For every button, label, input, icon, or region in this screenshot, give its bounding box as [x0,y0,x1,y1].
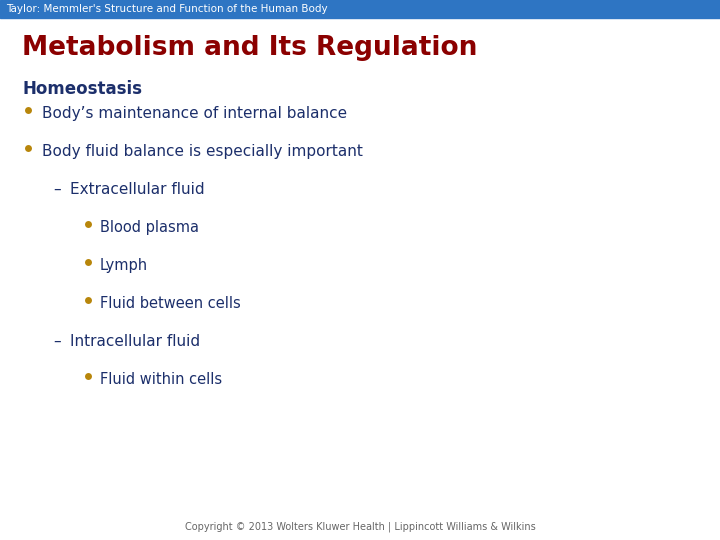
Text: Homeostasis: Homeostasis [22,80,142,98]
Text: Metabolism and Its Regulation: Metabolism and Its Regulation [22,35,477,61]
Text: –: – [53,182,60,197]
Bar [0,0,720,18]
Text: Body’s maintenance of internal balance: Body’s maintenance of internal balance [42,106,347,121]
Text: Fluid between cells: Fluid between cells [100,296,240,311]
Text: Taylor: Memmler's Structure and Function of the Human Body: Taylor: Memmler's Structure and Function… [6,4,328,14]
Text: Copyright © 2013 Wolters Kluwer Health | Lippincott Williams & Wilkins: Copyright © 2013 Wolters Kluwer Health |… [184,522,536,532]
Text: Intracellular fluid: Intracellular fluid [70,334,200,349]
Text: –: – [53,334,60,349]
Text: Extracellular fluid: Extracellular fluid [70,182,204,197]
Text: Lymph: Lymph [100,258,148,273]
Text: Body fluid balance is especially important: Body fluid balance is especially importa… [42,144,363,159]
Text: Fluid within cells: Fluid within cells [100,372,222,387]
Text: Blood plasma: Blood plasma [100,220,199,235]
